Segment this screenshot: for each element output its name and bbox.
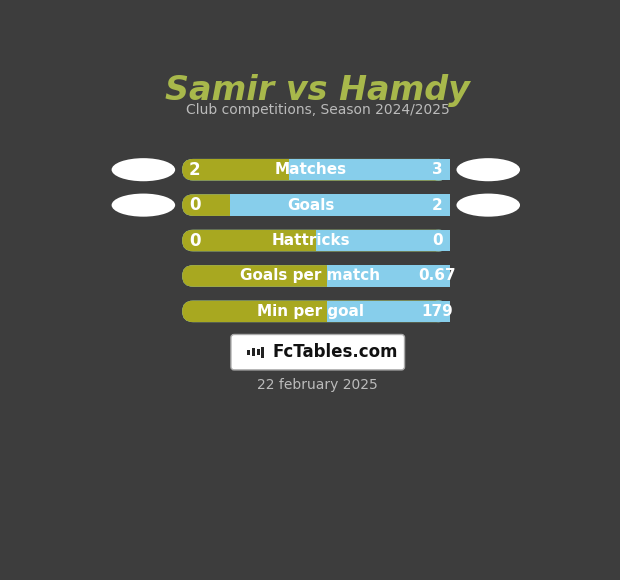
Text: 179: 179 [421,304,453,319]
Text: FcTables.com: FcTables.com [272,343,397,361]
Bar [316,230,450,251]
Ellipse shape [456,158,520,182]
FancyBboxPatch shape [182,300,450,322]
Text: Goals: Goals [287,198,334,213]
Text: 22 february 2025: 22 february 2025 [257,378,378,392]
Bar [327,300,450,322]
FancyBboxPatch shape [182,230,450,251]
Text: Samir vs Hamdy: Samir vs Hamdy [166,74,470,107]
Bar [230,194,450,216]
FancyBboxPatch shape [182,194,450,216]
FancyBboxPatch shape [182,159,450,180]
Text: Min per goal: Min per goal [257,304,364,319]
Text: Goals per match: Goals per match [241,269,381,284]
Bar [247,350,250,354]
Text: 0: 0 [188,196,200,214]
FancyBboxPatch shape [182,265,450,287]
Bar [261,347,264,358]
Ellipse shape [456,194,520,217]
Bar [289,159,450,180]
FancyBboxPatch shape [428,300,450,322]
Text: 0: 0 [188,231,200,249]
Text: 2: 2 [432,198,443,213]
Ellipse shape [112,158,175,182]
FancyBboxPatch shape [182,265,450,287]
Bar [252,349,255,356]
FancyBboxPatch shape [231,335,404,370]
Text: Hattricks: Hattricks [271,233,350,248]
Ellipse shape [112,194,175,217]
Bar [327,265,450,287]
Text: Matches: Matches [275,162,347,177]
FancyBboxPatch shape [428,265,450,287]
Bar [257,349,260,356]
FancyBboxPatch shape [428,230,450,251]
FancyBboxPatch shape [428,194,450,216]
Text: 2: 2 [188,161,200,179]
Text: 0: 0 [432,233,443,248]
FancyBboxPatch shape [182,194,450,216]
Text: 3: 3 [432,162,443,177]
FancyBboxPatch shape [182,159,450,180]
Text: 0.67: 0.67 [418,269,456,284]
FancyBboxPatch shape [182,300,450,322]
Text: Club competitions, Season 2024/2025: Club competitions, Season 2024/2025 [186,103,450,117]
FancyBboxPatch shape [428,159,450,180]
FancyBboxPatch shape [182,230,450,251]
